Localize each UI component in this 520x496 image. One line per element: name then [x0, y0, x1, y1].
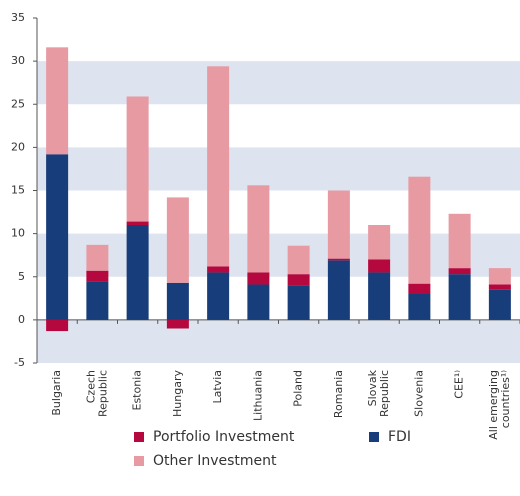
y-tick-label: 5	[18, 270, 25, 283]
grid-band	[37, 61, 520, 105]
bar-segment	[488, 284, 511, 290]
bar-segment	[166, 197, 189, 283]
x-tick-label: Republic	[378, 370, 391, 417]
bar-segment	[448, 213, 471, 269]
x-tick-label: Bulgaria	[50, 370, 63, 416]
bar-segment	[126, 225, 149, 320]
bar-segment	[368, 259, 391, 273]
bar-segment	[46, 319, 69, 332]
x-tick-label: Republic	[96, 370, 109, 417]
bar-segment	[327, 260, 350, 320]
legend-label: FDI	[388, 429, 411, 445]
x-tick-label: Lithuania	[251, 370, 264, 421]
bar-segment	[408, 283, 431, 294]
bar-segment	[368, 272, 391, 320]
x-tick-label: Romania	[332, 370, 345, 418]
bar-segment	[86, 244, 109, 271]
y-tick-label: 35	[11, 11, 25, 24]
bar-segment	[287, 274, 310, 286]
bar-segment	[448, 268, 471, 275]
bar-segment	[287, 285, 310, 320]
y-tick-label: 10	[11, 227, 25, 240]
legend-swatch	[369, 432, 379, 442]
bar-segment	[488, 268, 511, 285]
legend-swatch	[134, 432, 144, 442]
x-tick-label: Slovak	[366, 369, 379, 406]
bar-segment	[247, 272, 270, 285]
x-tick-label: Estonia	[131, 370, 144, 411]
bar-segment	[207, 272, 230, 320]
grid-band	[37, 147, 520, 191]
legend-label: Other Investment	[153, 453, 277, 469]
bar-segment	[327, 258, 350, 261]
y-tick-label: 30	[11, 54, 25, 67]
grid-band	[37, 319, 520, 363]
bar-segment	[86, 270, 109, 282]
x-tick-label: Hungary	[171, 370, 184, 417]
bar-segment	[327, 190, 350, 259]
x-tick-label: Slovenia	[412, 370, 425, 417]
bar-segment	[408, 294, 431, 320]
y-tick-label: 0	[18, 313, 25, 326]
x-tick-label: All emerging	[487, 370, 500, 440]
grid-band	[37, 233, 520, 277]
legend-swatch	[134, 456, 144, 466]
y-tick-label: 15	[11, 184, 25, 197]
bar-segment	[126, 96, 149, 222]
legend-label: Portfolio Investment	[153, 429, 295, 445]
bar-segment	[247, 185, 270, 273]
bar-segment	[247, 284, 270, 320]
bar-segment	[488, 289, 511, 320]
bar-segment	[408, 176, 431, 284]
bar-segment	[166, 282, 189, 320]
bar-segment	[448, 274, 471, 320]
bar-segment	[166, 319, 189, 329]
x-tick-label: countries¹⁾	[499, 370, 512, 429]
bar-segment	[46, 47, 69, 155]
bar-segment	[207, 66, 230, 267]
bar-segment	[46, 154, 69, 320]
x-tick-label: CEE¹⁾	[453, 370, 466, 399]
y-tick-label: 20	[11, 140, 25, 153]
bar-segment	[126, 221, 149, 225]
bar-segment	[287, 245, 310, 275]
bar-segment	[368, 225, 391, 260]
x-tick-label: Latvia	[211, 370, 224, 404]
bar-segment	[207, 266, 230, 273]
y-tick-label: 25	[11, 97, 25, 110]
x-tick-label: Poland	[292, 370, 305, 407]
y-tick-label: -5	[14, 356, 25, 369]
bar-segment	[86, 281, 109, 320]
x-tick-label: Czech	[84, 370, 97, 403]
